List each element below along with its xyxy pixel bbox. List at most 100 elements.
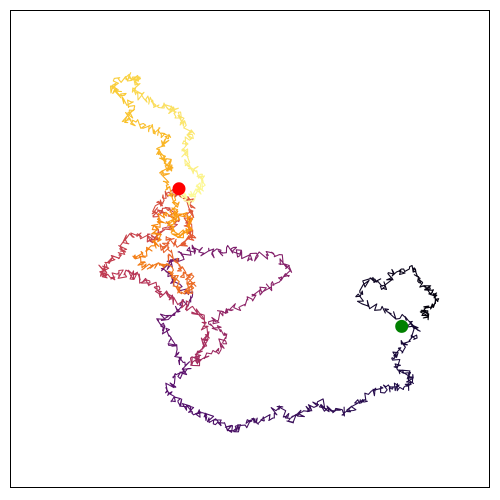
walk-segment [153,285,172,300]
walk-segment [382,268,395,291]
walk-segment [204,412,222,427]
walk-segment [151,224,162,243]
walk-segment [156,148,167,161]
walk-segment [384,308,409,322]
walk-segment [401,369,414,382]
walk-segment [184,304,205,320]
walk-segment [208,310,224,326]
walk-segment [124,117,142,129]
walk-segment [159,236,172,251]
walk-segment [200,331,210,350]
walk-path-group [98,72,440,433]
walk-segment [217,422,239,433]
walk-segment [141,262,162,271]
walk-segment [209,323,227,336]
walk-segment [419,282,434,296]
walk-segment [179,191,191,206]
walk-segment [249,416,265,425]
plot-background [10,10,490,488]
walk-segment [171,200,180,220]
end-marker [172,182,186,196]
walk-segment [360,388,376,404]
walk-segment [98,263,110,277]
walk-segment [151,199,163,218]
walk-segment [165,375,177,394]
walk-segment [145,236,160,252]
walk-segment [419,309,430,321]
walk-segment [286,409,305,424]
walk-segment [174,295,193,313]
walk-segment [174,353,192,370]
walk-segment [195,180,206,195]
walk-segment [133,246,153,259]
start-marker [395,319,409,333]
walk-segment [158,262,174,276]
walk-segment [369,276,385,290]
walk-segment [412,267,424,284]
marker-group [172,182,409,333]
walk-segment [240,288,261,307]
walk-segment [151,213,166,228]
walk-segment [172,367,189,380]
walk-segment [259,281,279,296]
walk-segment [132,255,147,269]
walk-segment [167,391,182,403]
walk-segment [139,122,155,134]
walk-segment [184,158,199,175]
walk-segment [168,224,180,238]
walk-segment [230,246,253,261]
walk-segment [148,96,165,109]
walk-segment [155,135,170,151]
walk-segment [391,357,405,375]
walk-segment [176,246,195,263]
walk-segment [177,398,195,413]
walk-segment [277,265,293,283]
walk-segment [191,409,208,418]
walk-segment [189,345,206,366]
walk-segment [179,271,197,287]
walk-segment [179,234,195,247]
walk-segment [165,292,190,309]
walk-segment [156,319,171,337]
walk-segment [388,382,405,392]
walk-segment [110,75,129,90]
walk-segment [162,219,181,231]
walk-segment [172,257,187,274]
walk-segment [403,373,415,391]
walk-segment [161,246,174,263]
walk-segment [187,188,198,203]
walk-segment [276,405,291,422]
walk-segment [152,206,171,217]
walk-segment [136,232,155,244]
walk-segment [110,269,128,281]
walk-segment [179,119,196,136]
walk-segment [302,401,320,413]
walk-segment [355,277,372,298]
walk-segment [117,239,130,255]
walk-segment [167,334,180,356]
walk-segment [218,333,228,350]
walk-segment [170,107,185,124]
walk-segment [153,127,172,140]
walk-segment [156,308,179,322]
walk-segment [156,190,174,205]
walk-segment [405,320,419,331]
walk-segment [123,72,141,82]
walk-segment [345,399,361,413]
walk-segment [183,281,196,295]
walk-segment [199,313,210,339]
walk-segment [233,419,251,433]
walk-segment [391,264,414,277]
walk-segment [355,293,386,314]
walk-segment [316,398,335,413]
plot-frame [10,10,490,488]
walk-segment [372,384,391,394]
walk-segment [121,105,136,123]
walk-segment [119,92,135,108]
walk-segment [220,303,242,314]
walk-segment [201,347,222,360]
walk-segment [247,250,275,262]
walk-segment [260,405,281,422]
walk-segment [211,244,234,259]
